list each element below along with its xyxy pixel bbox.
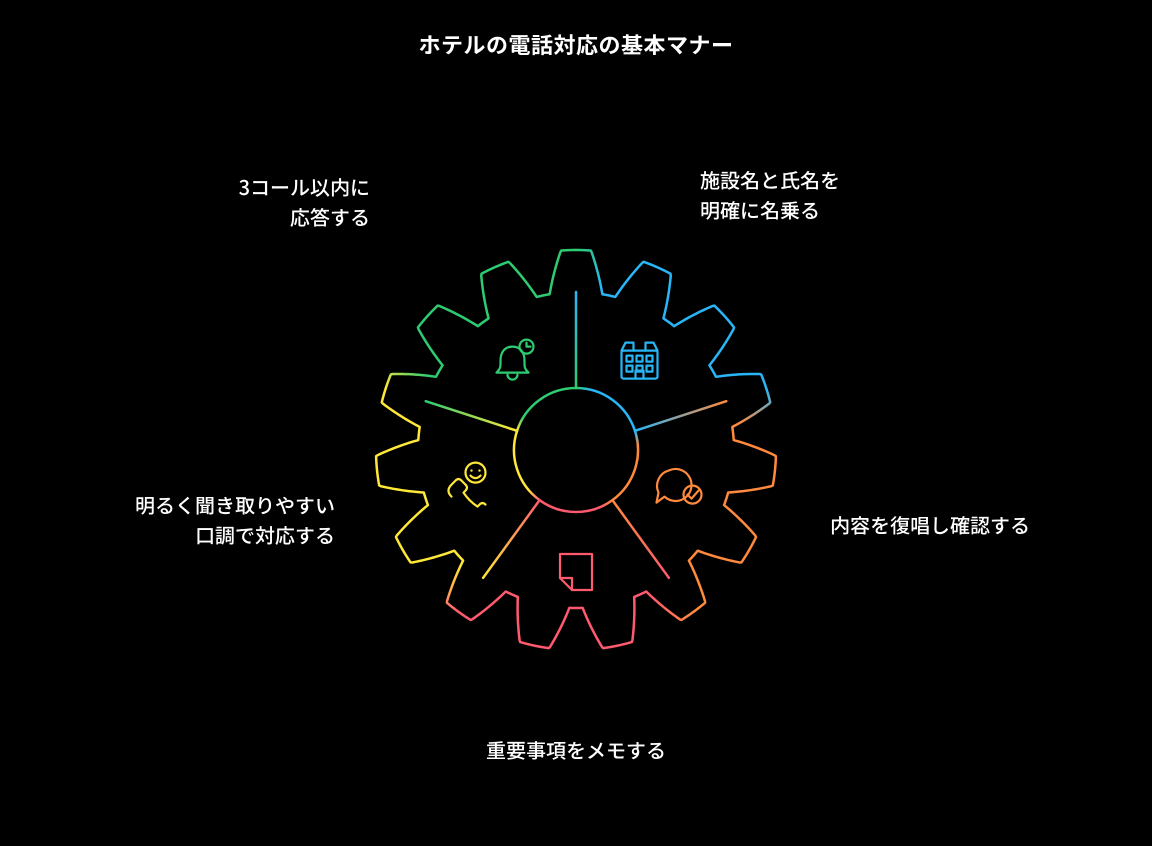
building-icon <box>622 343 658 379</box>
stage: ホテルの電話対応の基本マナー 3コール以内に 応答する施設名と氏名を 明確に名乗… <box>0 0 1152 846</box>
sector-label-state-name: 施設名と氏名を 明確に名乗る <box>700 165 840 225</box>
sector-label-repeat-confirm: 内容を復唱し確認する <box>830 510 1030 540</box>
phone-smile-icon <box>449 463 486 507</box>
bubble-check-icon <box>657 469 702 504</box>
sector-label-answer-3-rings: 3コール以内に 応答する <box>239 172 370 232</box>
sector-label-cheerful-tone: 明るく聞き取りやすい 口調で対応する <box>135 490 335 550</box>
bell-clock-icon <box>497 340 534 380</box>
gear-diagram <box>0 0 1152 846</box>
sector-label-take-notes: 重要事項をメモする <box>0 735 1152 765</box>
note-icon <box>560 554 592 590</box>
